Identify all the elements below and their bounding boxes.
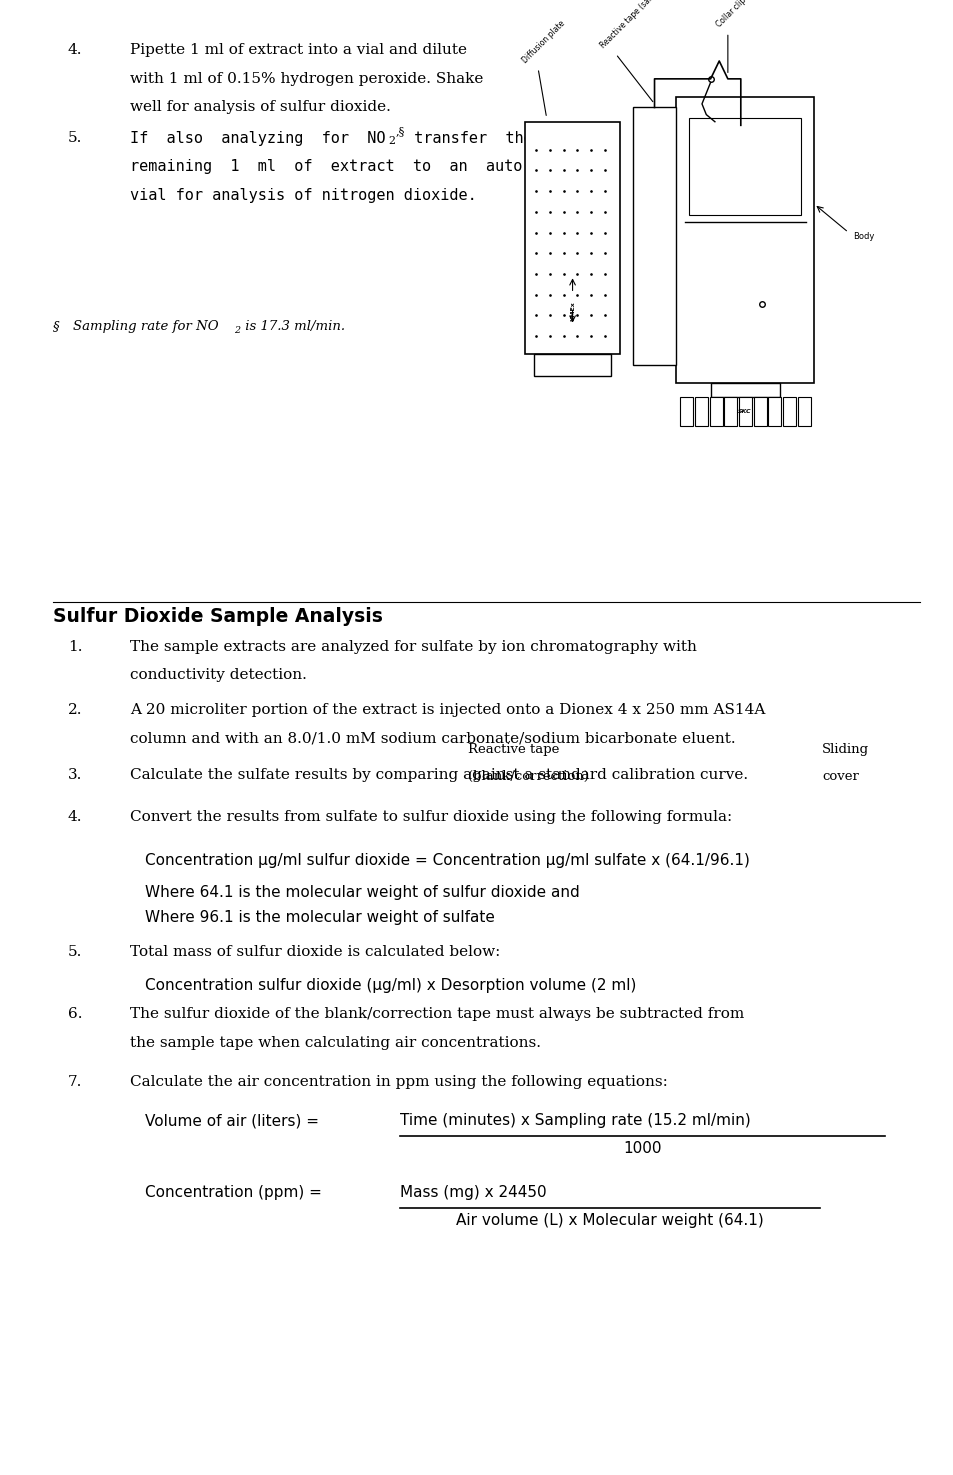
Text: Reactive tape: Reactive tape xyxy=(468,743,558,757)
Text: 2: 2 xyxy=(388,137,395,146)
Text: Body: Body xyxy=(852,232,873,240)
Text: column and with an 8.0/1.0 mM sodium carbonate/sodium bicarbonate eluent.: column and with an 8.0/1.0 mM sodium car… xyxy=(130,732,735,745)
Text: 2.: 2. xyxy=(68,704,82,717)
Text: Calculate the air concentration in ppm using the following equations:: Calculate the air concentration in ppm u… xyxy=(130,1075,667,1089)
Text: Concentration sulfur dioxide (μg/ml) x Desorption volume (2 ml): Concentration sulfur dioxide (μg/ml) x D… xyxy=(145,978,636,993)
Text: Total mass of sulfur dioxide is calculated below:: Total mass of sulfur dioxide is calculat… xyxy=(130,945,500,959)
Text: Pipette 1 ml of extract into a vial and dilute: Pipette 1 ml of extract into a vial and … xyxy=(130,43,467,58)
Bar xyxy=(739,397,751,425)
Text: Collar clip: Collar clip xyxy=(714,0,747,30)
Text: UMEx: UMEx xyxy=(570,301,575,322)
Text: with 1 ml of 0.15% hydrogen peroxide. Shake: with 1 ml of 0.15% hydrogen peroxide. Sh… xyxy=(130,71,483,86)
Text: Concentration (ppm) =: Concentration (ppm) = xyxy=(145,1184,327,1201)
Text: A 20 microliter portion of the extract is injected onto a Dionex 4 x 250 mm AS14: A 20 microliter portion of the extract i… xyxy=(130,704,764,717)
Text: 1.: 1. xyxy=(68,640,82,653)
Text: 2: 2 xyxy=(234,326,240,335)
Bar xyxy=(767,397,781,425)
Bar xyxy=(679,397,693,425)
Text: Where 64.1 is the molecular weight of sulfur dioxide and: Where 64.1 is the molecular weight of su… xyxy=(145,885,579,900)
Text: well for analysis of sulfur dioxide.: well for analysis of sulfur dioxide. xyxy=(130,100,391,114)
Text: Time (minutes) x Sampling rate (15.2 ml/min): Time (minutes) x Sampling rate (15.2 ml/… xyxy=(399,1114,750,1128)
Text: vial for analysis of nitrogen dioxide.: vial for analysis of nitrogen dioxide. xyxy=(130,187,476,204)
Text: remaining  1  ml  of  extract  to  an  auto-sampler: remaining 1 ml of extract to an auto-sam… xyxy=(130,159,595,174)
Text: Sliding: Sliding xyxy=(821,743,868,757)
Text: Diffusion plate: Diffusion plate xyxy=(520,18,566,65)
Text: Reactive tape (sample): Reactive tape (sample) xyxy=(598,0,667,50)
Text: If  also  analyzing  for  NO: If also analyzing for NO xyxy=(130,131,385,146)
Text: ,§: ,§ xyxy=(395,127,404,136)
Text: Concentration μg/ml sulfur dioxide = Concentration μg/ml sulfate x (64.1/96.1): Concentration μg/ml sulfur dioxide = Con… xyxy=(145,853,749,867)
Bar xyxy=(709,397,722,425)
Text: Calculate the sulfate results by comparing against a standard calibration curve.: Calculate the sulfate results by compari… xyxy=(130,768,747,782)
Text: cover: cover xyxy=(821,770,858,783)
Text: conductivity detection.: conductivity detection. xyxy=(130,668,307,683)
Text: SKC: SKC xyxy=(738,409,751,414)
Bar xyxy=(782,397,795,425)
Text: 3.: 3. xyxy=(68,768,82,782)
Text: 1000: 1000 xyxy=(622,1142,661,1156)
Text: 7.: 7. xyxy=(68,1075,82,1089)
Text: 4.: 4. xyxy=(68,43,82,58)
Text: transfer  the: transfer the xyxy=(405,131,532,146)
Text: Mass (mg) x 24450: Mass (mg) x 24450 xyxy=(399,1184,546,1201)
Text: Convert the results from sulfate to sulfur dioxide using the following formula:: Convert the results from sulfate to sulf… xyxy=(130,810,732,825)
Text: 4.: 4. xyxy=(68,810,82,825)
Text: Volume of air (liters) =: Volume of air (liters) = xyxy=(145,1114,323,1128)
Text: The sulfur dioxide of the blank/correction tape must always be subtracted from: The sulfur dioxide of the blank/correcti… xyxy=(130,1007,743,1021)
Bar xyxy=(524,122,619,354)
Text: (blank/correction): (blank/correction) xyxy=(468,770,588,783)
Bar xyxy=(710,382,779,397)
Text: Sulfur Dioxide Sample Analysis: Sulfur Dioxide Sample Analysis xyxy=(53,608,382,625)
Text: §: § xyxy=(53,320,59,333)
Text: is 17.3 ml/min.: is 17.3 ml/min. xyxy=(241,320,345,333)
Text: the sample tape when calculating air concentrations.: the sample tape when calculating air con… xyxy=(130,1035,540,1050)
Text: Sampling rate for NO: Sampling rate for NO xyxy=(73,320,218,333)
Text: 5.: 5. xyxy=(68,945,82,959)
Text: Air volume (L) x Molecular weight (64.1): Air volume (L) x Molecular weight (64.1) xyxy=(456,1212,763,1229)
Bar xyxy=(632,108,676,364)
Text: 5.: 5. xyxy=(68,131,82,145)
Bar xyxy=(695,397,707,425)
Bar xyxy=(688,118,801,215)
Bar xyxy=(797,397,810,425)
Text: The sample extracts are analyzed for sulfate by ion chromatography with: The sample extracts are analyzed for sul… xyxy=(130,640,696,653)
Bar xyxy=(723,397,737,425)
Bar xyxy=(676,97,813,382)
Bar xyxy=(533,354,611,376)
Text: 6.: 6. xyxy=(68,1007,82,1021)
Text: Where 96.1 is the molecular weight of sulfate: Where 96.1 is the molecular weight of su… xyxy=(145,910,495,925)
Bar xyxy=(753,397,766,425)
